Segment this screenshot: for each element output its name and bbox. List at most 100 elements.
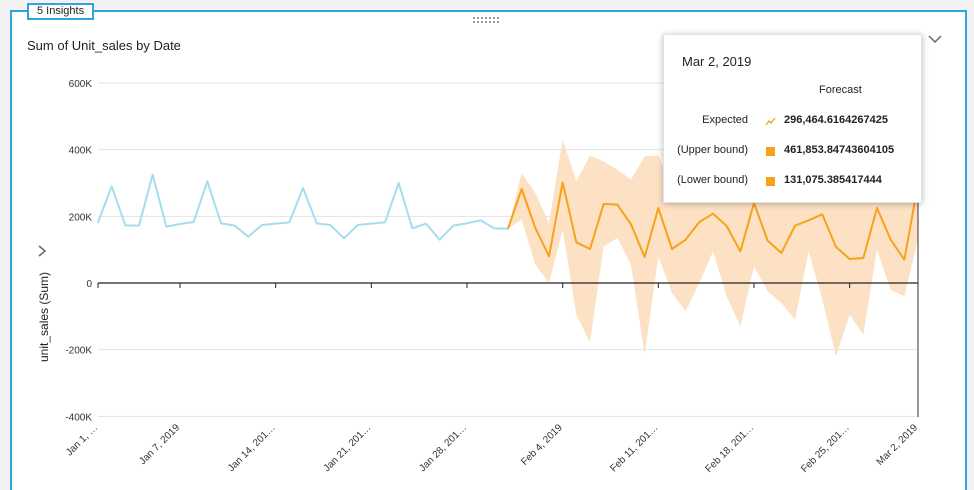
data-point [534, 227, 537, 229]
data-point [671, 248, 673, 250]
data-point [425, 222, 427, 225]
x-tick-label: Feb 4, 2019 [519, 422, 565, 468]
chart-title: Sum of Unit_sales by Date [27, 38, 181, 53]
x-tick-label: Jan 7, 2019 [137, 422, 182, 467]
data-point [247, 235, 250, 238]
data-point [124, 224, 127, 227]
data-point [807, 219, 810, 222]
tooltip-row-value: 296,464.6164267425 [784, 114, 888, 126]
y-tick-label: 0 [86, 279, 92, 290]
data-point [876, 207, 878, 209]
insights-tab-label: 5 Insights [37, 5, 85, 17]
data-point [356, 224, 359, 226]
data-point [561, 181, 564, 184]
data-point [725, 225, 728, 227]
tooltip-row-upper-bound: (Upper bound) 461,853.84743604105 [664, 144, 923, 160]
y-tick-label: 200K [69, 212, 93, 223]
data-point [821, 213, 824, 216]
data-point [233, 224, 236, 227]
data-point [657, 207, 660, 209]
data-point [261, 224, 263, 226]
y-tick-label: 400K [69, 146, 93, 157]
data-point [548, 255, 550, 258]
data-point [466, 222, 468, 225]
data-point [179, 223, 181, 225]
data-point [520, 188, 523, 190]
data-point [835, 246, 837, 248]
data-point [616, 203, 619, 206]
chevron-right-icon[interactable] [36, 244, 48, 258]
x-tick-label: Jan 1, … [64, 422, 100, 458]
forecast-tooltip: Mar 2, 2019 Forecast Expected 296,464.61… [663, 34, 922, 203]
data-point [766, 239, 769, 242]
x-tick-label: Jan 28, 201… [417, 422, 469, 474]
data-point [165, 225, 168, 228]
square-icon [766, 177, 775, 186]
actual-series-line [97, 173, 509, 241]
y-tick-label: -400K [65, 412, 92, 423]
data-point [589, 248, 591, 250]
data-point [151, 173, 154, 176]
data-point [903, 258, 906, 261]
data-point [370, 222, 373, 225]
axes [97, 184, 919, 417]
data-point [206, 180, 209, 183]
data-point [438, 238, 441, 241]
tooltip-row-label: (Lower bound) [677, 174, 748, 186]
x-tick-label: Feb 11, 201… [608, 422, 660, 474]
x-tick-label: Feb 18, 201… [704, 422, 757, 475]
data-point [384, 221, 386, 224]
tooltip-row-expected: Expected 296,464.6164267425 [664, 114, 923, 130]
data-point [794, 224, 796, 227]
data-point [862, 257, 865, 259]
data-point [507, 227, 509, 230]
data-point [302, 187, 304, 189]
tooltip-row-value: 131,075.385417444 [784, 174, 882, 186]
drag-handle-icon[interactable] [472, 16, 502, 24]
data-point [411, 227, 414, 230]
tooltip-date: Mar 2, 2019 [682, 54, 752, 69]
line-icon [765, 117, 776, 126]
data-point [452, 224, 455, 227]
data-point [479, 219, 482, 222]
insights-tab[interactable]: 5 Insights [27, 3, 95, 20]
tooltip-row-lower-bound: (Lower bound) 131,075.385417444 [664, 174, 923, 190]
data-point [97, 221, 99, 224]
data-point [575, 241, 578, 244]
data-point [630, 223, 632, 226]
data-point [739, 250, 742, 253]
data-point [493, 227, 496, 230]
data-point [288, 221, 291, 224]
data-point [889, 238, 892, 241]
data-point [274, 222, 277, 225]
data-point [698, 221, 701, 223]
data-point [848, 258, 851, 260]
data-point [315, 222, 318, 225]
series-lines [97, 173, 919, 261]
tooltip-row-value: 461,853.84743604105 [784, 144, 895, 156]
data-point [192, 221, 195, 223]
x-tick-label: Mar 2, 2019 [875, 422, 921, 468]
x-tick-label: Jan 21, 201… [322, 422, 374, 474]
data-point [343, 237, 345, 240]
y-tick-label: 600K [69, 79, 93, 90]
chevron-down-icon[interactable] [927, 32, 943, 46]
data-point [110, 185, 113, 188]
data-point [220, 222, 222, 225]
square-icon [766, 147, 775, 156]
data-point [329, 224, 332, 226]
data-point [138, 224, 140, 227]
x-tick-label: Feb 25, 201… [799, 422, 852, 475]
tooltip-row-label: Expected [702, 114, 748, 126]
data-point [684, 238, 687, 241]
data-point [397, 182, 400, 184]
data-point [643, 256, 646, 258]
data-point [602, 203, 605, 205]
tooltip-row-label: (Upper bound) [677, 144, 748, 156]
y-tick-label: -200K [65, 346, 92, 357]
tooltip-header: Forecast [819, 84, 862, 96]
x-tick-label: Jan 14, 201… [226, 422, 278, 474]
data-point [712, 212, 714, 215]
data-point [780, 252, 783, 254]
